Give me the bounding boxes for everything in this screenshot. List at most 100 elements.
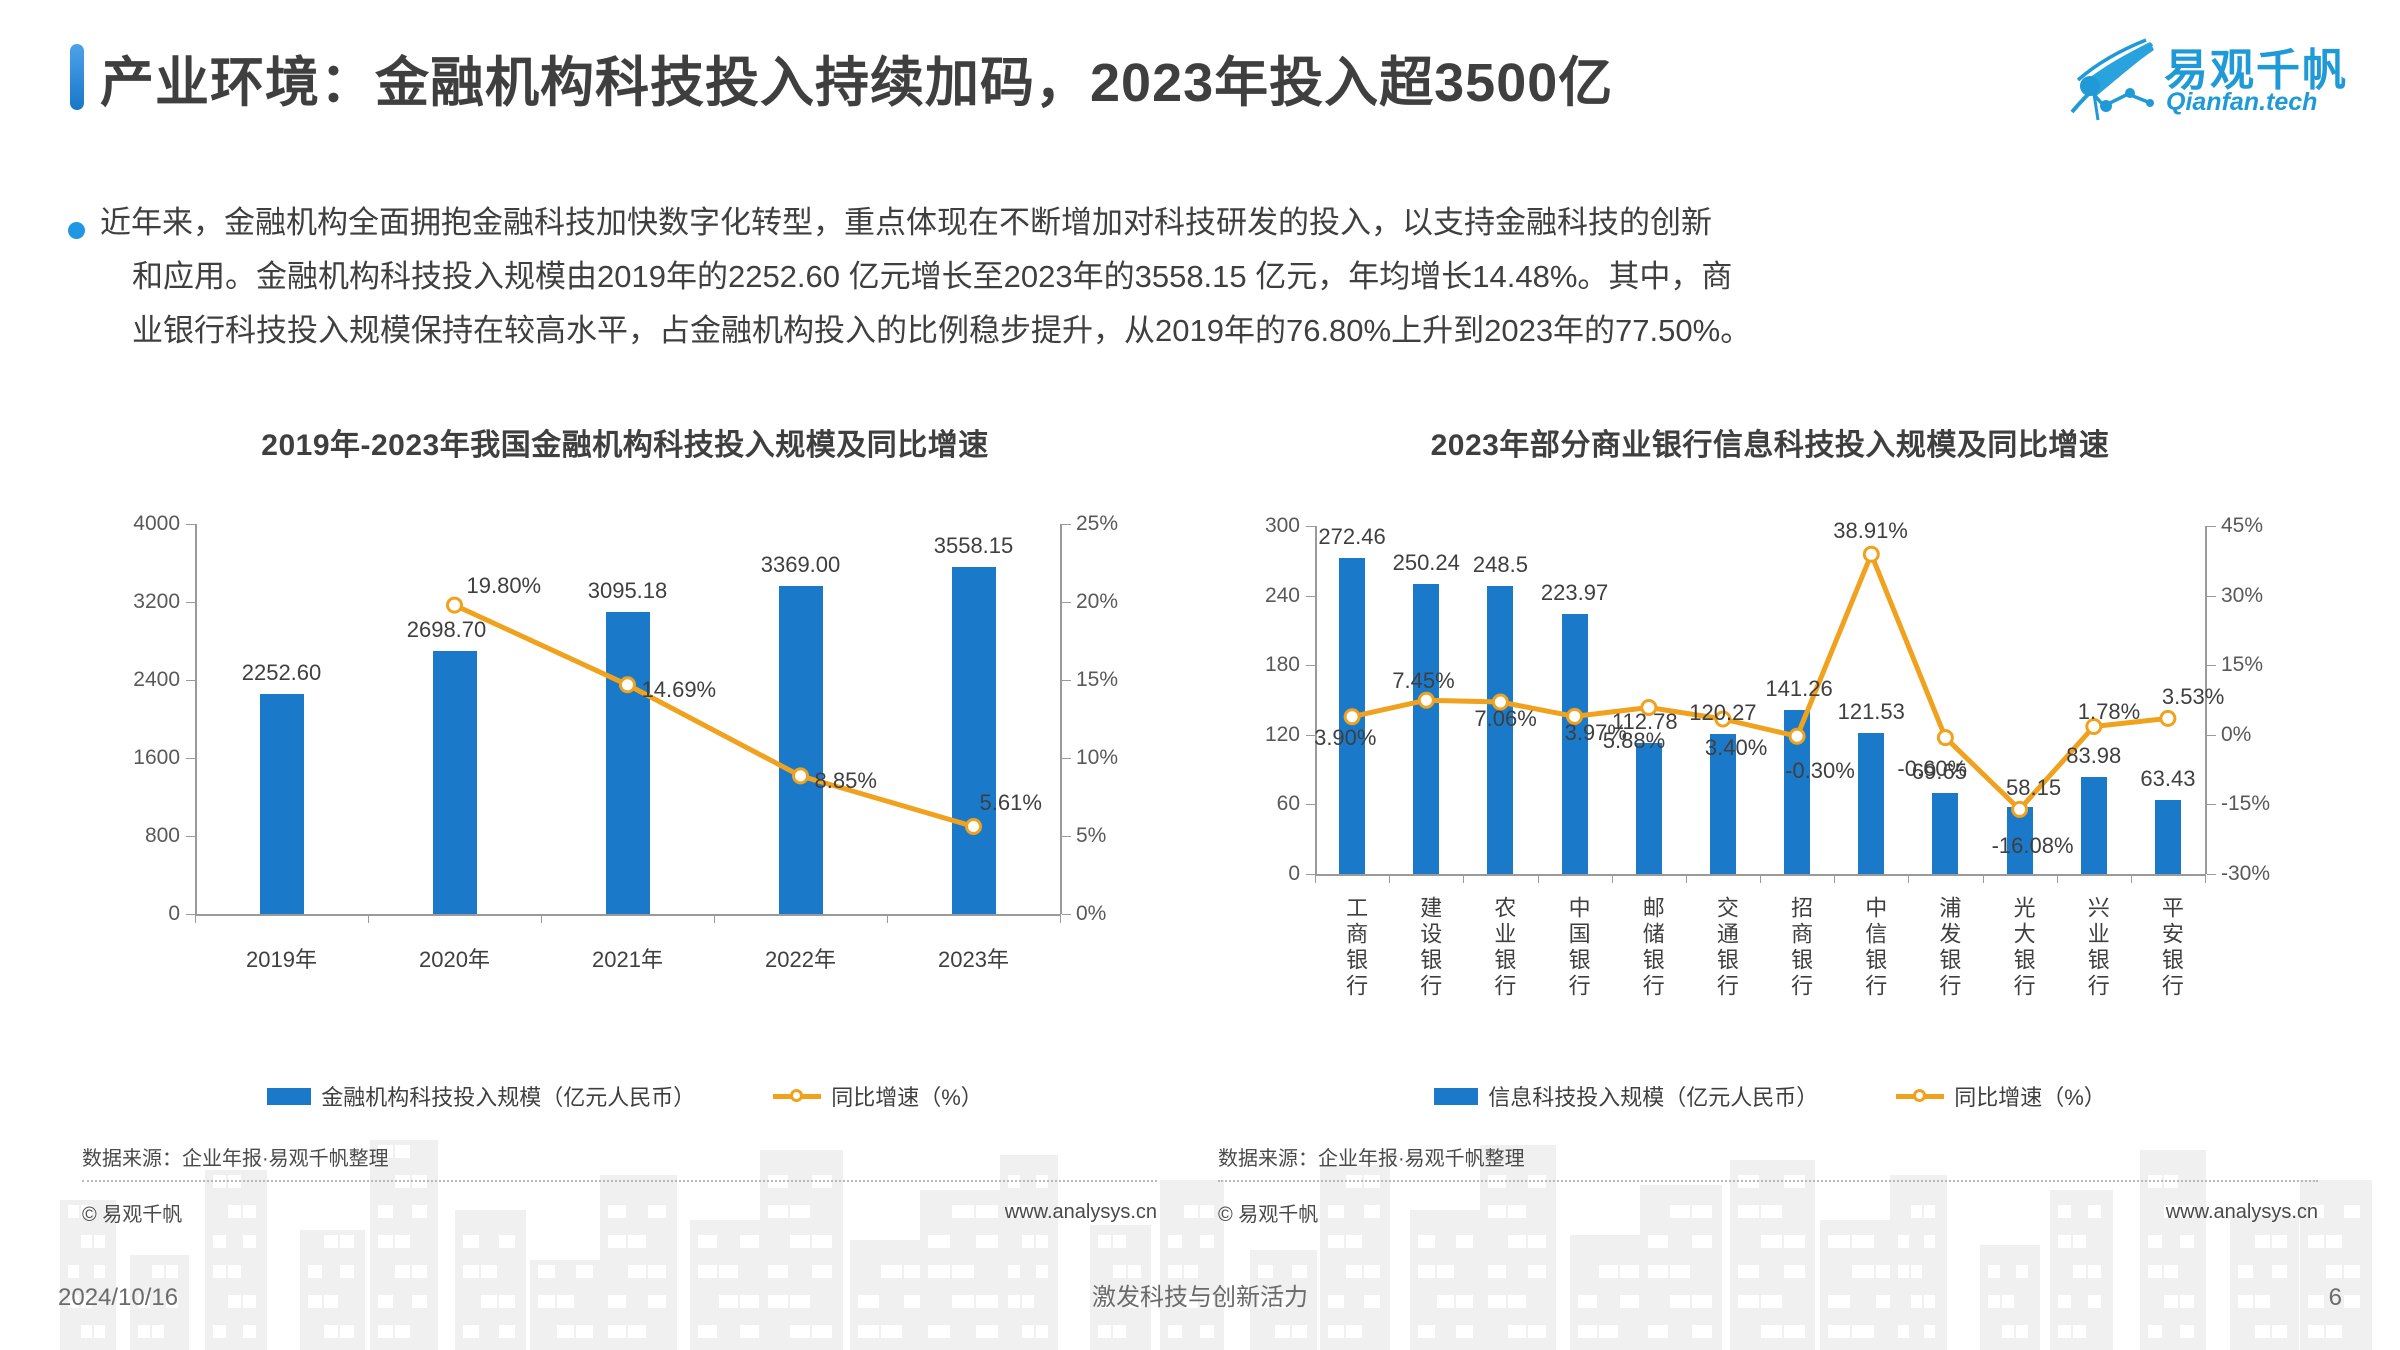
bar <box>1932 793 1959 874</box>
bar-value-label: 121.53 <box>1837 699 1905 725</box>
source-text-left: 数据来源：企业年报·易观千帆整理 <box>82 1148 389 1170</box>
y-tick-right <box>2207 526 2216 527</box>
x-axis-label: 2021年 <box>592 947 663 972</box>
body-line-1: 近年来，金融机构全面拥抱金融科技加快数字化转型，重点体现在不断增加对科技研发的投… <box>100 205 1712 240</box>
bar-value-label: 2698.70 <box>406 616 487 642</box>
y-tick-right <box>2207 734 2216 736</box>
y-tick-label-left: 2400 <box>133 668 180 691</box>
bar-value-label: 141.26 <box>1765 676 1833 702</box>
bar <box>1858 733 1885 874</box>
page-title: 产业环境：金融机构科技投入持续加码，2023年投入超3500亿 <box>100 53 1614 113</box>
x-tick <box>1611 874 1613 883</box>
source-block-right: 数据来源：企业年报·易观千帆整理 © 易观千帆 www.analysys.cn <box>1218 1142 2318 1227</box>
x-tick <box>1908 874 1910 883</box>
line-marker <box>446 596 463 614</box>
y-tick-left <box>1306 804 1315 806</box>
y-tick-label-right: 30% <box>2221 583 2264 607</box>
legend-item-line[interactable]: 同比增速（%） <box>1896 1080 2106 1112</box>
legend-bar-swatch-icon <box>267 1087 312 1105</box>
y-tick-right <box>1062 602 1071 603</box>
x-tick <box>714 914 715 923</box>
legend-line-swatch-icon <box>773 1089 822 1103</box>
footer-page-number: 6 <box>2328 1284 2342 1311</box>
legend-item-bar[interactable]: 金融机构科技投入规模（亿元人民币） <box>267 1080 695 1112</box>
bar-value-label: 223.97 <box>1540 580 1609 606</box>
y-tick-label-right: 25% <box>1076 512 1119 535</box>
line-marker <box>1936 729 1954 747</box>
y-tick-label-left: 0 <box>1288 862 1300 885</box>
y-tick-right <box>1062 680 1071 681</box>
line-value-label: 3.40% <box>1704 735 1768 761</box>
logo-text-en: Qianfan.tech <box>2166 88 2318 116</box>
line-marker <box>2159 709 2177 727</box>
x-tick <box>368 914 369 923</box>
y-tick-label-right: -30% <box>2221 862 2271 885</box>
x-tick <box>1982 874 1984 883</box>
x-axis-label: 兴业银行 <box>2084 896 2110 1000</box>
y-tick-left <box>186 914 195 915</box>
website-right: www.analysys.cn <box>2165 1201 2318 1223</box>
y-tick-label-left: 300 <box>1264 514 1300 537</box>
source-text-right: 数据来源：企业年报·易观千帆整理 <box>1218 1148 1525 1170</box>
legend-item-line[interactable]: 同比增速（%） <box>773 1080 983 1112</box>
y-tick-right <box>1062 758 1071 759</box>
chart-title-right: 2023年部分商业银行信息科技投入规模及同比增速 <box>1430 429 2110 462</box>
y-tick-left <box>186 602 195 603</box>
bar <box>1784 710 1811 874</box>
y-axis-right <box>2205 526 2207 874</box>
y-tick-left <box>186 836 195 837</box>
bar-value-label: 69.65 <box>1911 759 1967 785</box>
copyright-left: © 易观千帆 <box>82 1204 183 1226</box>
line-value-label: -16.08% <box>1991 833 2074 859</box>
x-tick <box>1389 874 1391 883</box>
legend-label-line: 同比增速（%） <box>831 1085 983 1110</box>
line-value-label: 3.90% <box>1314 724 1377 750</box>
y-tick-label-left: 0 <box>168 902 180 925</box>
bar-value-label: 2252.60 <box>241 660 322 686</box>
y-tick-right <box>2207 874 2216 875</box>
y-tick-right <box>2207 804 2216 806</box>
x-axis-label: 2019年 <box>246 947 317 972</box>
website-left: www.analysys.cn <box>1004 1201 1157 1223</box>
chart-legend-left: 金融机构科技投入规模（亿元人民币） 同比增速（%） <box>80 1080 1170 1112</box>
x-axis-label: 邮储银行 <box>1639 896 1665 1000</box>
bar-value-label: 250.24 <box>1392 549 1460 575</box>
x-tick <box>1537 874 1539 883</box>
x-tick <box>1463 874 1465 883</box>
y-tick-label-right: 15% <box>1076 668 1119 691</box>
bar-value-label: 112.78 <box>1611 709 1678 735</box>
line-value-label: 14.69% <box>641 676 717 702</box>
legend-item-bar[interactable]: 信息科技投入规模（亿元人民币） <box>1434 1080 1818 1112</box>
bar <box>778 585 823 914</box>
line-value-label: 7.45% <box>1392 668 1455 694</box>
qianfan-sail-icon <box>2070 38 2154 121</box>
chart-legend-right: 信息科技投入规模（亿元人民币） 同比增速（%） <box>1215 1080 2325 1112</box>
brand-logo: 易观千帆 Qianfan.tech <box>2064 30 2364 126</box>
y-tick-right <box>2207 665 2216 667</box>
x-axis-label: 2020年 <box>419 947 490 972</box>
y-tick-left <box>1306 734 1315 736</box>
chart-plot-left: 0 800 1600 2400 3200 4000 0% 5% 10% 15% 20% 25% 2252… <box>80 504 1170 1024</box>
line-value-label: -0.60% <box>1897 755 1968 781</box>
bar-value-label: 248.5 <box>1472 551 1528 577</box>
y-tick-label-left: 3200 <box>133 590 180 613</box>
x-tick <box>887 914 888 923</box>
x-axis-label: 交通银行 <box>1713 896 1739 1000</box>
bar-value-label: 63.43 <box>2140 766 2196 792</box>
legend-label-bar: 金融机构科技投入规模（亿元人民币） <box>321 1085 696 1110</box>
x-tick <box>1315 874 1316 883</box>
y-tick-label-left: 60 <box>1276 792 1300 816</box>
x-axis-label: 建设银行 <box>1417 896 1443 1000</box>
source-divider-left <box>82 1180 1157 1182</box>
y-tick-label-left: 180 <box>1264 653 1300 677</box>
source-divider-right <box>1218 1180 2318 1182</box>
x-tick <box>1834 874 1836 883</box>
body-line-3: 业银行科技投入规模保持在较高水平，占金融机构投入的比例稳步提升，从2019年的7… <box>132 313 1752 348</box>
x-axis-label: 浦发银行 <box>1936 896 1962 1000</box>
bar-value-label: 58.15 <box>2006 774 2062 800</box>
legend-bar-swatch-icon <box>1434 1087 1479 1105</box>
y-tick-label-right: 0% <box>1076 902 1107 925</box>
y-tick-left <box>1306 874 1315 875</box>
bar-value-label: 83.98 <box>2066 742 2122 768</box>
footer-tagline: 激发科技与创新活力 <box>1092 1284 1308 1311</box>
